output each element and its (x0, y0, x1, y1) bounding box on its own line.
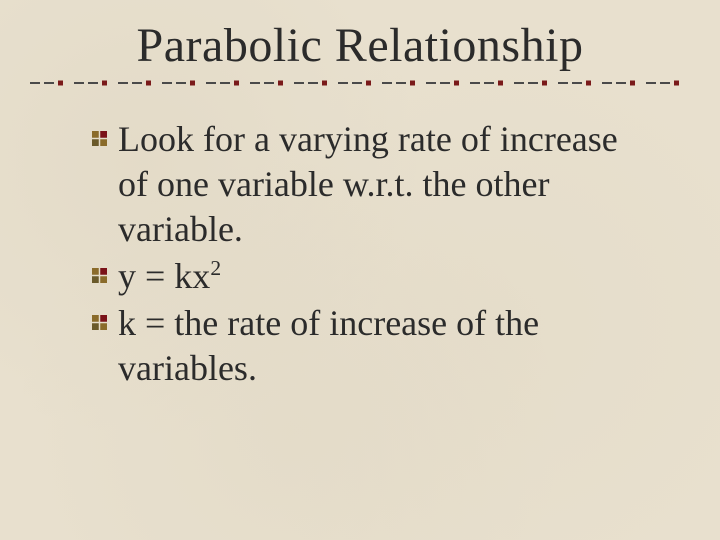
four-square-bullet-icon (92, 315, 107, 330)
bullet-item: y = kx2 (118, 254, 640, 299)
four-square-bullet-icon (92, 268, 107, 283)
four-square-bullet-icon (92, 131, 107, 146)
bullet-item: k = the rate of increase of the variable… (118, 301, 640, 391)
bullet-item: Look for a varying rate of increase of o… (118, 117, 640, 252)
bullet-text: k = the rate of increase of the variable… (118, 303, 539, 388)
bullet-text: y = kx2 (118, 256, 221, 296)
slide-body: Look for a varying rate of increase of o… (30, 117, 690, 391)
title-divider (30, 79, 690, 87)
bullet-text: Look for a varying rate of increase of o… (118, 119, 618, 249)
divider-pattern-icon (30, 79, 690, 87)
slide: Parabolic Relationship Look for a varyin… (0, 0, 720, 540)
slide-title: Parabolic Relationship (30, 18, 690, 73)
